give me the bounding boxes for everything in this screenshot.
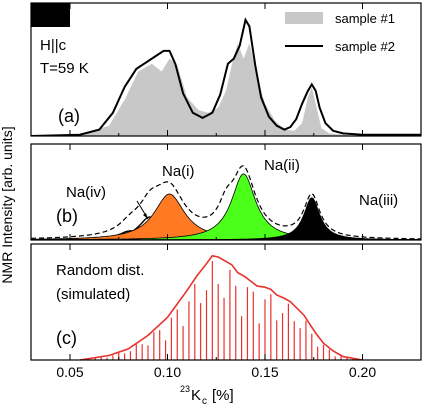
legend-label-sample1: sample #1 <box>335 11 395 26</box>
panel-a-frame <box>30 2 422 137</box>
x-label-sub: c <box>202 396 207 407</box>
label-na-iv: Na(iv) <box>66 184 106 201</box>
legend-swatch-sample1 <box>285 12 323 24</box>
x-label-base: K <box>191 387 201 404</box>
y-axis-label: NMR Intensity [arb. units] <box>0 126 15 283</box>
label-na-ii: Na(ii) <box>264 157 300 174</box>
caption-line-1: Random dist. <box>56 262 144 279</box>
x-tick-label: 0.20 <box>349 364 376 380</box>
x-label-iso: 23 <box>180 384 190 394</box>
label-na-iii: Na(iii) <box>359 192 398 209</box>
x-tick-label: 0.05 <box>56 364 83 380</box>
series-sample2-line <box>31 17 421 136</box>
legend-label-sample2: sample #2 <box>335 39 395 54</box>
panel-a-tag: (a) <box>58 106 80 126</box>
x-tick-label: 0.10 <box>154 364 181 380</box>
panel-c: Random dist. (simulated) (c) <box>30 243 422 361</box>
nucleus-badge: 23 Na <box>31 3 70 27</box>
panel-b-tag: (b) <box>56 206 78 226</box>
nucleus-mass: 23 <box>34 6 44 16</box>
caption-line-2: (simulated) <box>56 286 130 303</box>
component-sum-dashed <box>31 165 421 240</box>
panel-b: (b) Na(iv) Na(i) Na(ii) Na(iii) <box>30 143 422 241</box>
x-tick-labels: 0.05 0.10 0.15 0.20 <box>56 364 376 380</box>
field-orientation: H||c <box>40 37 67 54</box>
series-sample1-area <box>31 43 421 136</box>
simulated-envelope <box>79 254 363 360</box>
panel-b-frame <box>30 143 422 241</box>
panel-c-tag: (c) <box>56 328 77 348</box>
panel-a: 23 Na H||c T=59 K (a) sample #1 sample #… <box>30 2 422 137</box>
label-na-i: Na(i) <box>162 163 195 180</box>
panel-c-frame <box>30 243 422 361</box>
x-axis-label: 23 K c [%] <box>180 384 234 407</box>
x-tick-label: 0.15 <box>251 364 278 380</box>
temperature-label: T=59 K <box>40 60 89 77</box>
x-label-unit: [%] <box>212 387 234 404</box>
legend: sample #1 sample #2 <box>285 11 395 54</box>
nucleus-symbol: Na <box>45 9 65 26</box>
na-iv-pointer-head <box>143 213 148 219</box>
